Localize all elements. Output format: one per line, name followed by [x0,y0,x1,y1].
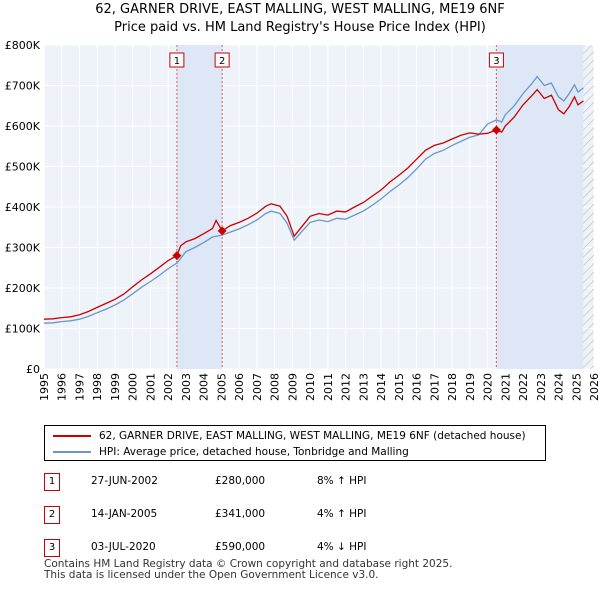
price-chart: £0 £100K £200K £300K £400K £500K £600K £700K £80… [5,39,600,401]
sale-callout-box [488,52,504,68]
sale-callout-box [169,52,185,68]
x-tick-label: 2019 [464,373,477,401]
sale-row: 2 14-JAN-2005 £341,000 4% ↑ HPI [44,506,444,524]
sale-price: £590,000 [215,541,266,553]
x-tick-label: 2006 [233,373,246,401]
sale-number-badge: 1 [44,473,60,491]
sale-callout-label: 3 [493,56,499,67]
sale-callout-box [214,52,230,68]
legend-swatch-hpi [53,451,91,453]
x-tick-label: 2009 [286,373,299,401]
x-tick-label: 2021 [499,373,512,401]
x-tick-label: 2011 [322,373,335,401]
x-tick-label: 2026 [588,373,600,401]
sale-hpi-diff: 4% ↓ HPI [317,541,367,553]
legend-item-property: 62, GARNER DRIVE, EAST MALLING, WEST MAL… [53,428,526,444]
x-tick-label: 2020 [482,373,495,401]
sale-point-marker [491,125,501,135]
sale-callout-label: 1 [174,56,180,67]
x-tick-label: 2017 [428,373,441,401]
footer-copyright: Contains HM Land Registry data © Crown c… [44,558,453,570]
x-tick-label: 2015 [393,373,406,401]
sale-date: 27-JUN-2002 [91,475,158,487]
y-tick-label: £100K [5,323,41,336]
x-tick-label: 2003 [180,373,193,401]
footer-attribution: Contains HM Land Registry data © Crown c… [44,559,452,581]
x-tick-label: 2016 [411,373,424,401]
x-tick-label: 2007 [251,373,264,401]
sale-price: £280,000 [215,475,266,487]
x-tick-label: 2012 [340,373,353,401]
x-tick-label: 2004 [198,373,211,401]
shaded-period [176,45,223,369]
x-tick-label: 2005 [215,373,228,401]
series-line-property [43,88,584,320]
x-tick-label: 2000 [127,373,140,401]
x-tick-label: 2024 [553,373,566,401]
x-tick-label: 2008 [269,373,282,401]
x-tick-label: 2018 [446,373,459,401]
sale-hpi-diff: 4% ↑ HPI [317,508,367,520]
sale-callout-label: 2 [219,56,225,67]
legend-item-hpi: HPI: Average price, detached house, Tonb… [53,444,409,460]
y-tick-label: £700K [5,80,41,93]
y-tick-label: £0 [26,363,40,376]
shaded-period [496,45,584,369]
legend-swatch-property [53,435,91,437]
sale-point-marker [172,251,182,261]
sale-point-marker [217,226,227,236]
sale-number-badge: 2 [44,506,60,524]
y-tick-label: £600K [5,120,41,133]
footer-licence: This data is licensed under the Open Gov… [44,569,379,581]
x-tick-label: 1999 [109,373,122,401]
chart-legend: 62, GARNER DRIVE, EAST MALLING, WEST MAL… [44,425,546,461]
x-tick-label: 2014 [375,373,388,401]
chart-title: 62, GARNER DRIVE, EAST MALLING, WEST MAL… [95,2,505,17]
y-tick-label: £200K [5,282,41,295]
y-tick-label: £400K [5,201,41,214]
sale-price: £341,000 [215,508,266,520]
x-tick-label: 2013 [357,373,370,401]
x-tick-label: 2025 [570,373,583,401]
x-tick-label: 2022 [517,373,530,401]
sale-hpi-diff: 8% ↑ HPI [317,475,367,487]
sale-date: 14-JAN-2005 [91,508,158,520]
x-tick-label: 2002 [162,373,175,401]
legend-label-hpi: HPI: Average price, detached house, Tonb… [99,446,409,458]
x-tick-label: 1995 [38,373,51,401]
x-tick-label: 1998 [91,373,104,401]
x-tick-label: 2010 [304,373,317,401]
x-tick-label: 1996 [56,373,69,401]
x-tick-label: 1997 [73,373,86,401]
series-line-hpi [43,75,584,324]
x-tick-label: 2023 [535,373,548,401]
sale-row: 1 27-JUN-2002 £280,000 8% ↑ HPI [44,473,444,491]
sale-row: 3 03-JUL-2020 £590,000 4% ↓ HPI [44,539,444,557]
y-tick-label: £500K [5,161,41,174]
sale-number-badge: 3 [44,539,60,557]
x-tick-label: 2001 [144,373,157,401]
y-tick-label: £800K [5,39,41,52]
sale-date: 03-JUL-2020 [91,541,156,553]
y-tick-label: £300K [5,242,41,255]
forecast-hatch [583,45,594,369]
legend-label-property: 62, GARNER DRIVE, EAST MALLING, WEST MAL… [99,430,526,442]
chart-subtitle: Price paid vs. HM Land Registry's House … [114,20,486,35]
